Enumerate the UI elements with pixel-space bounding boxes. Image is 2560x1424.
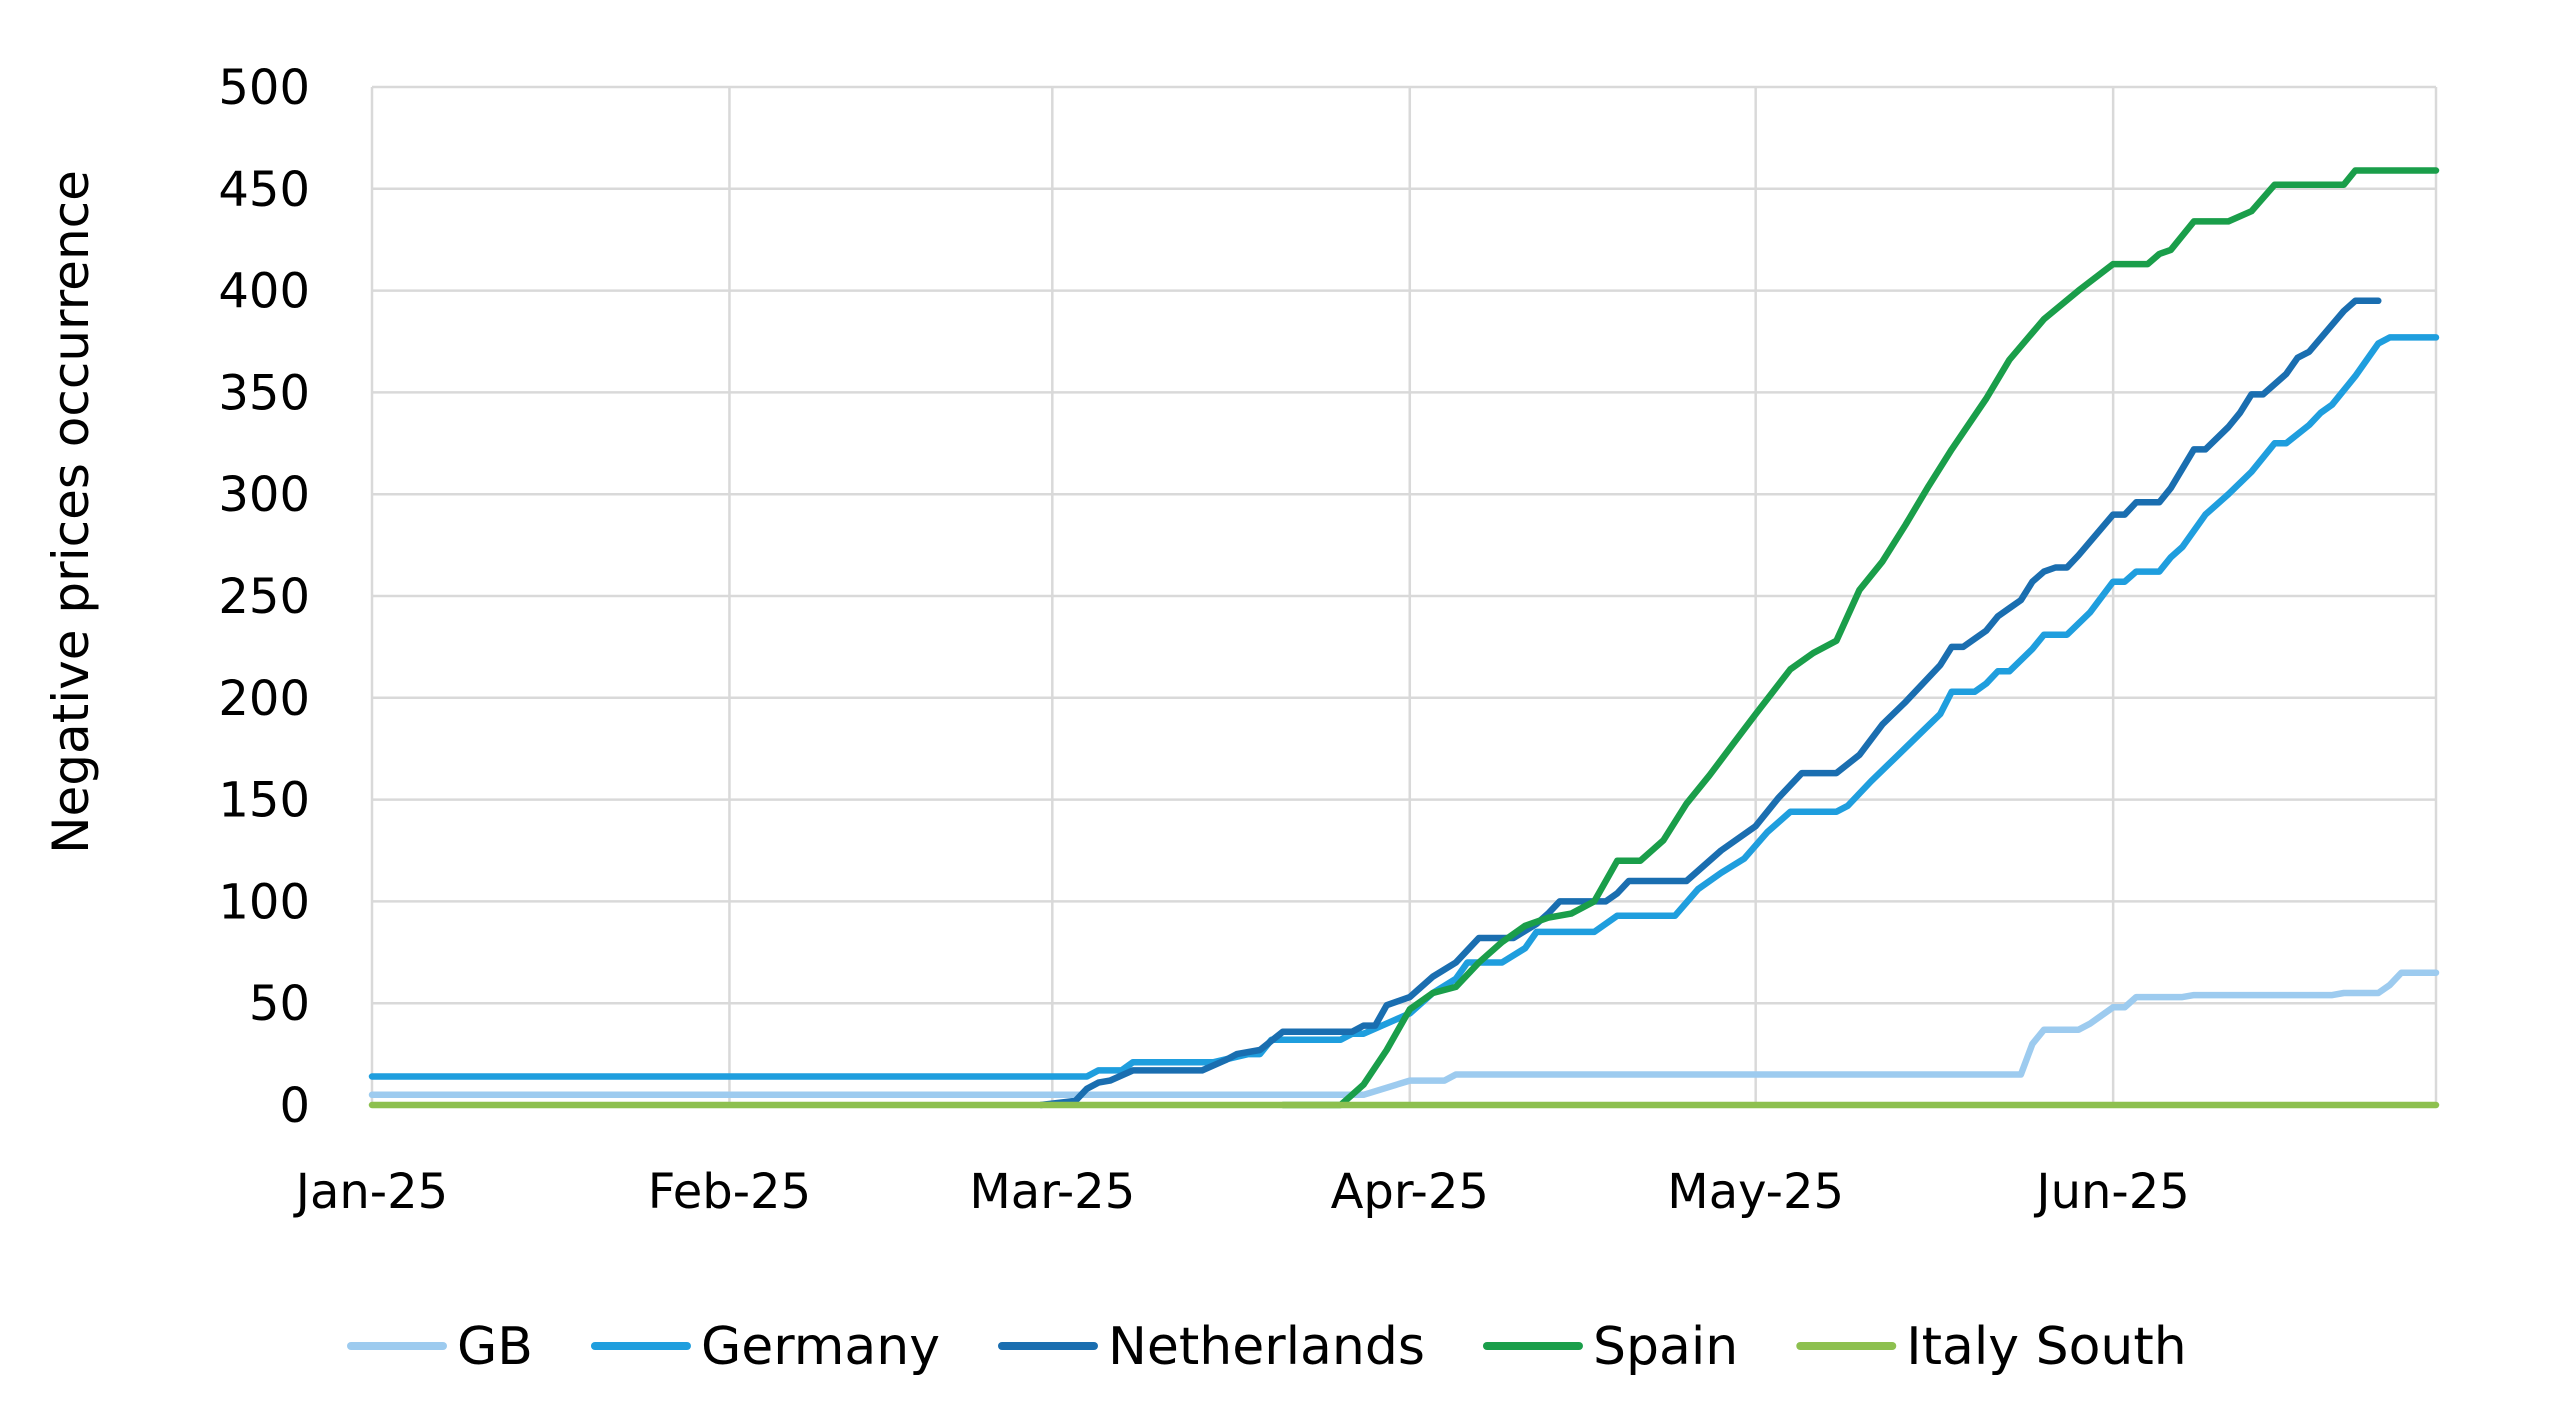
legend-label: Spain [1593,1317,1738,1377]
x-tick-label: Jun-25 [2033,1164,2189,1220]
legend-label: GB [457,1317,533,1377]
x-tick-label: Feb-25 [648,1164,811,1220]
y-tick-label: 0 [279,1078,310,1134]
legend-item: Italy South [1796,1317,2187,1377]
legend: GB Germany Netherlands Spain Italy South [347,1317,2187,1377]
y-tick-label: 50 [249,976,310,1032]
legend-item: Germany [590,1317,940,1377]
x-tick-label: May-25 [1667,1164,1844,1220]
x-tick-label: Apr-25 [1331,1164,1489,1220]
legend-label: Netherlands [1108,1317,1425,1377]
series-line-spain [1279,167,2440,1109]
gridlines [370,85,2438,1107]
series-lines [368,167,2440,1109]
y-axis-title: Negative prices occurrence [42,170,100,854]
y-tick-label: 500 [218,60,310,116]
x-axis-ticks: Jan-25 Feb-25 Mar-25 Apr-25 May-25 Jun-25 [293,1164,2190,1220]
x-tick-label: Mar-25 [969,1164,1135,1220]
y-tick-label: 150 [218,773,310,829]
series-line-gb [368,969,2440,1099]
y-tick-label: 100 [218,874,310,930]
y-tick-label: 400 [218,264,310,320]
legend-label: Italy South [1906,1317,2186,1377]
legend-item: Netherlands [997,1317,1425,1377]
y-tick-label: 350 [218,365,310,421]
legend-item: GB [347,1317,533,1377]
series-line-netherlands [1037,297,2382,1109]
legend-label: Germany [701,1317,940,1377]
y-tick-label: 300 [218,467,310,523]
x-tick-label: Jan-25 [293,1164,448,1220]
y-tick-label: 200 [218,671,310,727]
y-axis-ticks: 0 50 100 150 200 250 300 350 400 450 500 [218,60,310,1134]
y-tick-label: 250 [218,569,310,625]
y-tick-label: 450 [218,162,310,218]
legend-item: Spain [1482,1317,1738,1377]
series-line-germany [368,334,2440,1080]
